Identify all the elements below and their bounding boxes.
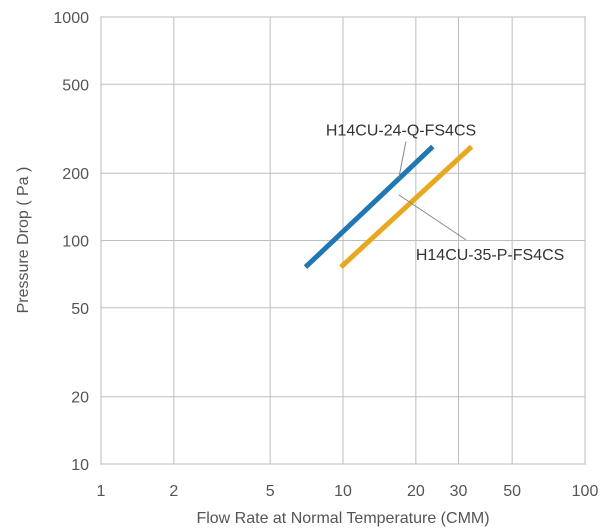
y-tick-label: 1000 bbox=[53, 10, 89, 27]
series-lines bbox=[303, 144, 474, 269]
y-tick-label: 500 bbox=[62, 77, 89, 94]
series-label-1: H14CU-24-Q-FS4CS bbox=[326, 122, 476, 139]
series-label-2: H14CU-35-P-FS4CS bbox=[416, 247, 564, 264]
y-tick-label: 20 bbox=[71, 390, 89, 407]
y-axis-title: Pressure Drop ( Pa ) bbox=[15, 167, 32, 314]
series-line-1 bbox=[303, 144, 435, 269]
tick-labels: 1 2 5 10 20 30 50 100 10 20 50 100 200 500 1000 bbox=[53, 10, 598, 500]
annotation-leader-1 bbox=[398, 141, 407, 179]
series-annotations: H14CU-24-Q-FS4CS H14CU-35-P-FS4CS bbox=[326, 122, 564, 263]
x-tick-label: 2 bbox=[169, 483, 178, 500]
annotation-leader-2 bbox=[398, 194, 467, 241]
grid-lines bbox=[100, 16, 586, 465]
x-tick-label: 100 bbox=[572, 483, 599, 500]
x-axis-title: Flow Rate at Normal Temperature (CMM) bbox=[196, 510, 489, 527]
x-tick-label: 20 bbox=[407, 483, 425, 500]
x-tick-label: 10 bbox=[334, 483, 352, 500]
y-tick-label: 10 bbox=[71, 457, 89, 474]
x-tick-label: 5 bbox=[266, 483, 275, 500]
x-tick-label: 50 bbox=[503, 483, 521, 500]
y-tick-label: 100 bbox=[62, 234, 89, 251]
y-tick-label: 200 bbox=[62, 166, 89, 183]
x-tick-label: 1 bbox=[97, 483, 106, 500]
x-tick-label: 30 bbox=[450, 483, 468, 500]
y-tick-label: 50 bbox=[71, 301, 89, 318]
series-line-2 bbox=[339, 144, 474, 269]
